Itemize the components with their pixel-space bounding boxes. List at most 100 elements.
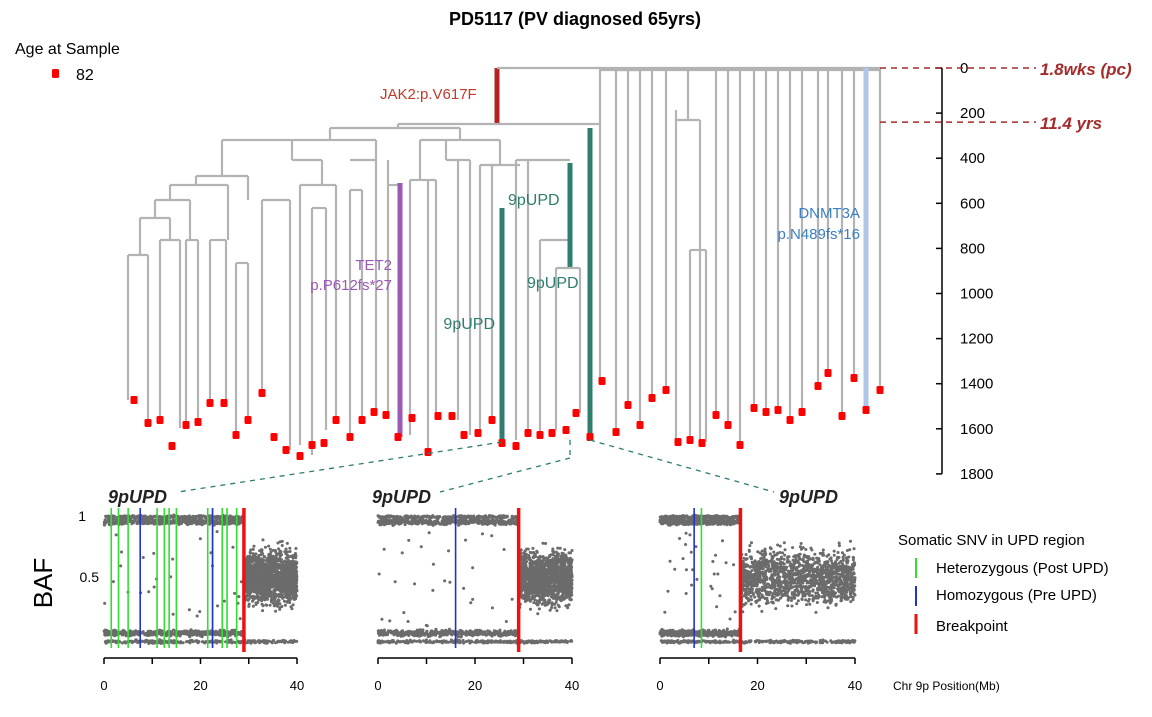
tree-axis-tick-label: 400	[960, 150, 985, 167]
tree-axis-tick-label: 600	[960, 195, 985, 212]
baf-x-tick-label: 40	[565, 678, 579, 693]
tree-axis-tick-label: 800	[960, 240, 985, 257]
tip-point	[698, 439, 706, 447]
tip-point	[144, 419, 152, 427]
tree-axis-tick-label: 0	[960, 60, 968, 77]
tip-point	[648, 394, 656, 402]
tip-point	[736, 441, 744, 449]
baf-x-tick-label: 20	[468, 678, 482, 693]
age-legend-title: Age at Sample	[15, 41, 120, 58]
tip-point	[194, 418, 202, 426]
snv-legend-title: Somatic SNV in UPD region	[898, 532, 1085, 549]
tip-point	[536, 431, 544, 439]
tip-point	[686, 436, 694, 444]
tip-point	[838, 412, 846, 420]
ref-line-label-2: 11.4 yrs	[1040, 114, 1102, 133]
tree-axis-tick-label: 200	[960, 105, 985, 122]
ref-line-label-1: 1.8wks (pc)	[1040, 60, 1132, 79]
tip-point	[586, 433, 594, 441]
tree-annotations: JAK2:p.V617F TET2 p.P612fs*27 9pUPD 9pUP…	[310, 60, 1132, 333]
tip-point	[270, 433, 278, 441]
tip-point	[244, 416, 252, 424]
baf-panel-title: 9pUPD	[779, 487, 838, 507]
jak2-label: JAK2:p.V617F	[380, 86, 477, 103]
tip-point	[424, 448, 432, 456]
tet2-label-line1: TET2	[355, 257, 392, 274]
connector-1	[177, 441, 503, 493]
tree-y-axis: 0 200 400 600 800 1000 1200 1400 1600 1800	[880, 60, 1036, 483]
tip-point	[750, 404, 758, 412]
baf-panel-3: 0 20 40 9pUPD	[656, 487, 862, 693]
connector-3	[589, 439, 775, 493]
tip-point	[168, 442, 176, 450]
tip-point	[850, 374, 858, 382]
tree-axis-tick-label: 1800	[960, 466, 993, 483]
tip-point	[156, 416, 164, 424]
baf-x-tick-label: 40	[290, 678, 304, 693]
snv-legend-bp: Breakpoint	[936, 618, 1009, 635]
tree-axis-tick-label: 1400	[960, 376, 993, 393]
chart-title: PD5117 (PV diagnosed 65yrs)	[449, 9, 701, 29]
baf-ytick-05: 0.5	[80, 569, 100, 585]
tip-point	[712, 411, 720, 419]
tree-axis-tick-label: 1200	[960, 331, 993, 348]
tip-point	[674, 438, 682, 446]
baf-x-tick-label: 0	[374, 678, 381, 693]
tip-point	[232, 431, 240, 439]
tip-point	[724, 421, 732, 429]
tip-point	[786, 416, 794, 424]
tip-point	[762, 408, 770, 416]
tip-point	[460, 431, 468, 439]
dnmt3a-label-line2: p.N489fs*16	[777, 226, 860, 243]
baf-x-tick-label: 20	[193, 678, 207, 693]
baf-x-tick-label: 20	[750, 678, 764, 693]
tree-axis-tick-label: 1600	[960, 421, 993, 438]
age-legend-marker	[52, 69, 59, 78]
tip-point	[488, 416, 496, 424]
baf-panel-title: 9pUPD	[108, 487, 167, 507]
baf-panels: 0 20 40 9pUPD 0 20 40 9pUPD 0 20 40 9pUPD	[100, 487, 862, 693]
tip-point	[612, 428, 620, 436]
tip-point	[358, 416, 366, 424]
tree-axis-tick-label: 1000	[960, 286, 993, 303]
dnmt3a-label-line1: DNMT3A	[798, 205, 860, 222]
tip-point	[572, 409, 580, 417]
tip-point	[408, 414, 416, 422]
tip-point	[308, 441, 316, 449]
tip-point	[824, 369, 832, 377]
tip-point	[624, 401, 632, 409]
tip-point	[636, 421, 644, 429]
baf-points	[376, 514, 574, 645]
tet2-label-line2: p.P612fs*27	[310, 277, 392, 294]
phylogenetic-tree	[126, 66, 884, 460]
tip-point	[394, 433, 402, 441]
tip-point	[876, 386, 884, 394]
tip-point	[448, 412, 456, 420]
baf-x-tick-label: 40	[848, 678, 862, 693]
tip-point	[130, 396, 138, 404]
tip-point	[332, 416, 340, 424]
tip-point	[562, 426, 570, 434]
tip-point	[512, 442, 520, 450]
baf-ylabel: BAF	[28, 558, 58, 609]
tip-point	[862, 406, 870, 414]
baf-panel-2: 0 20 40 9pUPD	[372, 487, 579, 693]
snv-legend-hom: Homozygous (Pre UPD)	[936, 587, 1097, 604]
tip-point	[662, 386, 670, 394]
tip-point	[220, 399, 228, 407]
tip-point	[258, 389, 266, 397]
tip-point	[434, 412, 442, 420]
panel-connectors	[177, 439, 775, 493]
tip-point	[206, 399, 214, 407]
tip-point	[798, 408, 806, 416]
tip-point	[320, 439, 328, 447]
tip-point	[296, 452, 304, 460]
tip-point	[524, 429, 532, 437]
snv-legend-het: Heterozygous (Post UPD)	[936, 560, 1109, 577]
tip-point	[774, 406, 782, 414]
tip-point	[814, 382, 822, 390]
baf-ytick-1: 1	[78, 508, 86, 524]
upd-label-c: 9pUPD	[527, 275, 579, 292]
tip-point	[598, 377, 606, 385]
